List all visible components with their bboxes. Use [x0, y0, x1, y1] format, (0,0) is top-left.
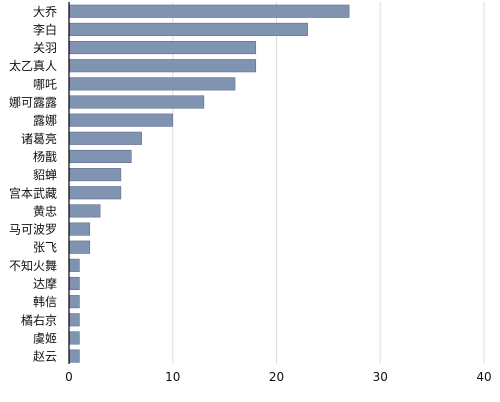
category-label: 大乔: [33, 5, 57, 19]
x-tick-label: 20: [269, 370, 284, 384]
x-tick-label: 0: [65, 370, 73, 384]
category-label: 黄忠: [33, 204, 57, 218]
bar: [68, 349, 80, 363]
bar: [68, 40, 257, 55]
bar: [68, 77, 236, 91]
bar: [68, 149, 132, 163]
bar: [68, 331, 80, 345]
bar: [68, 95, 205, 109]
category-label: 达摩: [33, 276, 57, 291]
bar: [68, 113, 174, 127]
grid-lines: [172, 2, 485, 364]
category-label: 诸葛亮: [21, 131, 57, 146]
category-label: 貂蝉: [33, 168, 57, 182]
category-label: 杨戬: [33, 149, 57, 164]
category-labels: 大乔李白关羽太乙真人哪吒娜可露露露娜诸葛亮杨戬貂蝉宫本武藏黄忠马可波罗张飞不知火…: [9, 5, 57, 364]
category-label: 露娜: [33, 114, 57, 128]
bar: [68, 168, 122, 182]
category-label: 不知火舞: [9, 259, 57, 273]
category-label: 赵云: [33, 350, 57, 364]
x-tick-label: 30: [373, 370, 388, 384]
category-label: 关羽: [33, 41, 57, 55]
bars: [68, 4, 350, 363]
category-label: 娜可露露: [9, 96, 57, 110]
bar: [68, 22, 308, 36]
bar: [68, 204, 101, 218]
bar: [68, 295, 80, 309]
bar: [68, 59, 257, 73]
category-label: 太乙真人: [9, 58, 57, 73]
category-label: 宫本武藏: [9, 185, 57, 200]
x-tick-label: 40: [476, 370, 491, 384]
bar: [68, 258, 80, 272]
category-label: 李白: [33, 22, 57, 37]
category-label: 橘右京: [21, 312, 57, 327]
category-label: 张飞: [33, 241, 57, 255]
bar: [68, 186, 122, 200]
bar: [68, 222, 91, 236]
category-label: 哪吒: [33, 77, 57, 91]
x-tick-labels: 0 10 20 30 40: [65, 370, 491, 384]
bar: [68, 313, 80, 327]
bar: [68, 4, 350, 18]
bar: [68, 131, 142, 145]
category-label: 韩信: [33, 294, 57, 309]
bar: [68, 276, 80, 291]
bar: [68, 240, 91, 254]
category-label: 马可波罗: [9, 223, 57, 237]
category-label: 虞姬: [33, 331, 57, 345]
x-tick-label: 10: [165, 370, 180, 384]
